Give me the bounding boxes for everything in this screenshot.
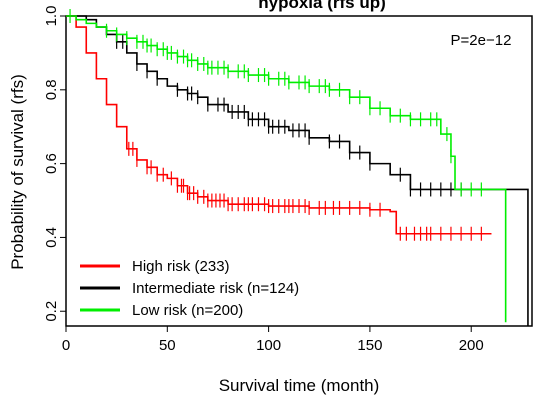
- y-tick-label: 0.2: [43, 301, 60, 322]
- y-tick-label: 1.0: [43, 6, 60, 27]
- legend-label: High risk (233): [132, 258, 230, 275]
- x-tick-label: 0: [62, 337, 70, 354]
- series-0: [66, 15, 492, 241]
- x-axis-title: Survival time (month): [219, 376, 380, 395]
- p-value-annotation: P=2e−12: [451, 32, 512, 49]
- y-tick-label: 0.8: [43, 79, 60, 100]
- legend: High risk (233) Intermediate risk (n=124)…: [80, 258, 299, 319]
- series-1: [66, 15, 529, 326]
- y-tick-label: 0.4: [43, 227, 60, 248]
- x-tick-label: 200: [459, 337, 484, 354]
- series-2: [66, 9, 507, 323]
- x-tick-label: 150: [357, 337, 382, 354]
- y-axis-title: Probability of survival (rfs): [8, 74, 27, 270]
- legend-label: Low risk (n=200): [132, 302, 243, 319]
- y-axis: 0.2 0.4 0.6 0.8 1.0: [43, 6, 66, 322]
- y-tick-label: 0.6: [43, 153, 60, 174]
- chart-title-fragment: hypoxia (rfs up): [258, 0, 386, 12]
- legend-label: Intermediate risk (n=124): [132, 280, 299, 297]
- plot-frame: [65, 15, 533, 327]
- survival-curves: [66, 9, 529, 326]
- x-tick-label: 50: [159, 337, 176, 354]
- x-tick-label: 100: [256, 337, 281, 354]
- x-axis: 0 50 100 150 200: [62, 326, 484, 354]
